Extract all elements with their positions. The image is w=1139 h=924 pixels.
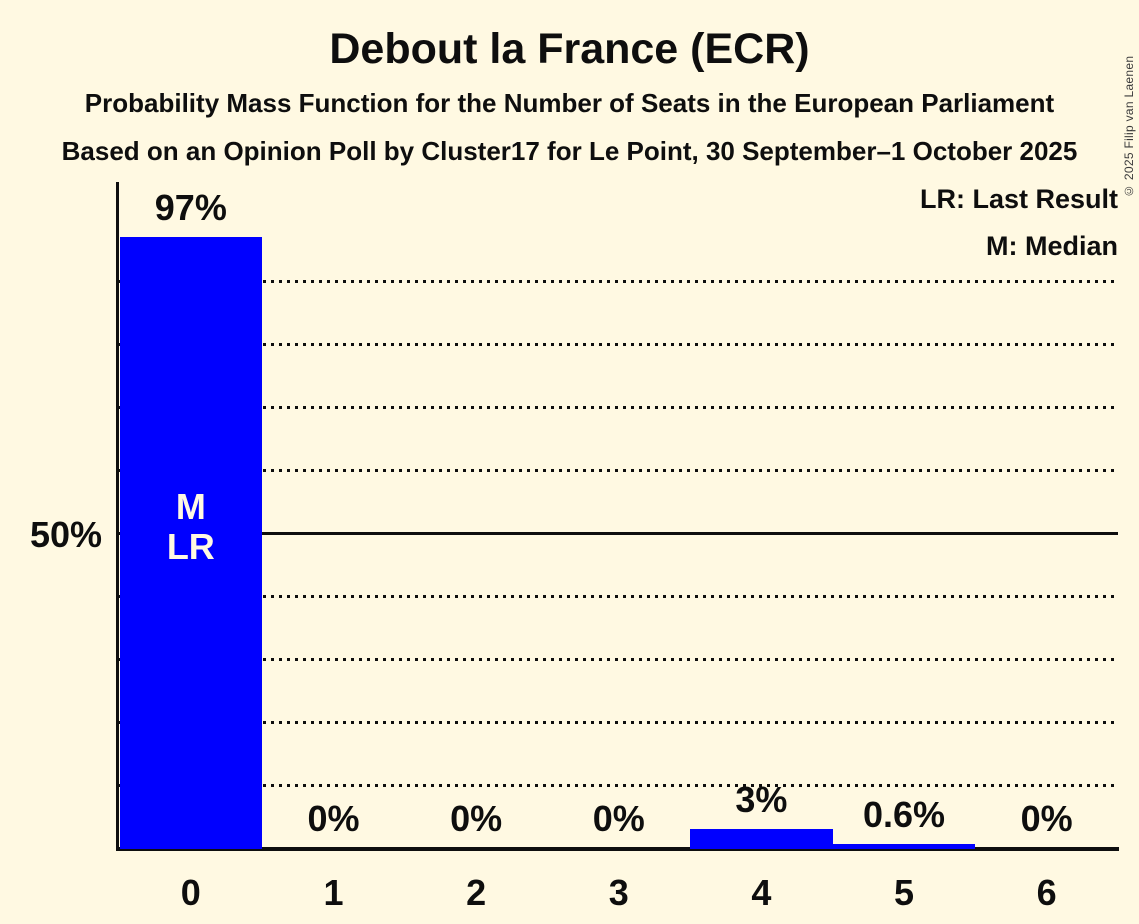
chart-subtitle-pmf: Probability Mass Function for the Number… (84, 88, 1055, 118)
chart-subtitle-poll: Based on an Opinion Poll by Cluster17 fo… (61, 136, 1078, 166)
gridline-80pct (119, 342, 1118, 346)
x-tick-label-4: 4 (751, 872, 772, 913)
bar-value-label-5: 0.6% (862, 794, 946, 836)
chart-title: Debout la France (ECR) (329, 25, 810, 73)
bar-value-label-0: 97% (154, 186, 227, 228)
gridline-40pct (119, 594, 1118, 598)
gridline-30pct (119, 657, 1118, 661)
bar-value-label-3: 0% (592, 798, 645, 839)
bar-value-label-4: 3% (735, 779, 788, 821)
x-tick-label-2: 2 (466, 872, 487, 913)
bar-value-label-6: 0% (1020, 798, 1073, 839)
legend-median: M: Median (986, 231, 1118, 261)
x-tick-label-6: 6 (1036, 872, 1057, 913)
x-tick-label-1: 1 (323, 872, 344, 913)
x-axis-line (116, 847, 1119, 851)
gridline-70pct (119, 405, 1118, 409)
bar-seats-4 (690, 829, 833, 849)
bar-seats-5 (832, 844, 976, 849)
x-tick-label-0: 0 (180, 872, 201, 913)
gridline-60pct (119, 468, 1118, 472)
gridline-20pct (119, 720, 1118, 724)
bar-value-label-2: 0% (450, 798, 503, 839)
y-axis-line (116, 182, 119, 851)
gridline-10pct (119, 783, 1118, 787)
bar-seats-0 (119, 236, 263, 849)
median-last-result-marker: M LR (166, 486, 215, 567)
x-tick-label-5: 5 (894, 872, 915, 913)
bar-value-label-1: 0% (307, 798, 360, 839)
legend-last-result: LR: Last Result (919, 184, 1118, 214)
y-axis-50pct-label: 50% (29, 514, 102, 555)
x-tick-label-3: 3 (608, 872, 629, 913)
gridline-50pct-solid (119, 531, 1118, 535)
gridline-90pct (119, 279, 1118, 283)
